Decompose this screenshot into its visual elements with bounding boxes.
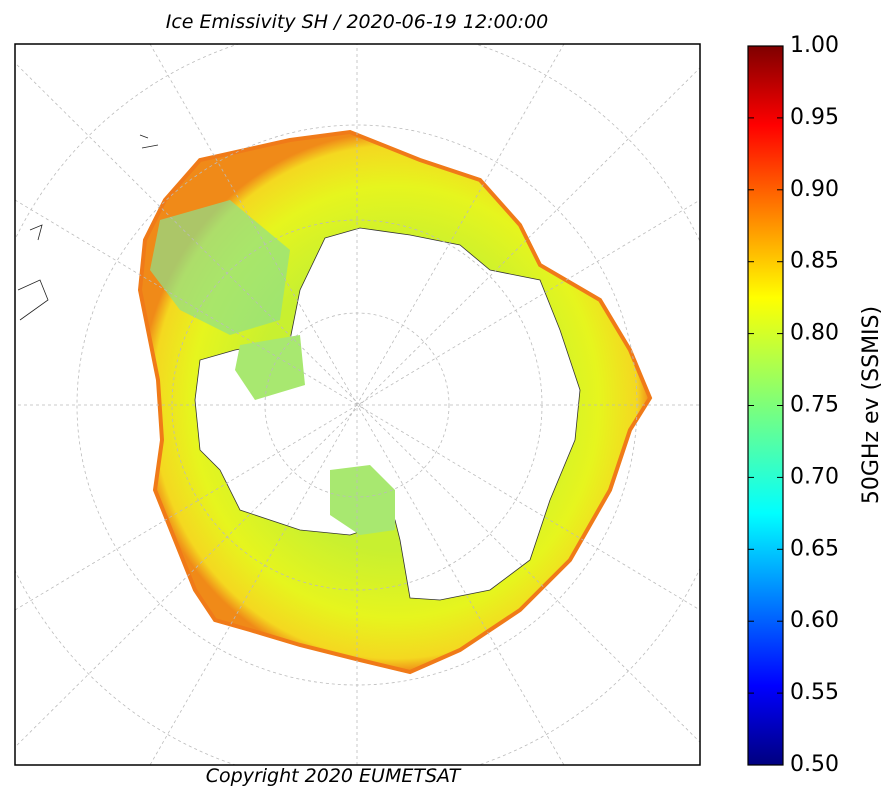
- colorbar-tick-label: 0.90: [790, 177, 839, 202]
- coast: [17, 134, 159, 321]
- colorbar-tick-label: 1.00: [790, 33, 839, 58]
- colorbar-tick-label: 0.75: [790, 393, 839, 418]
- map: [15, 44, 700, 765]
- colorbar-tick-label: 0.85: [790, 249, 839, 274]
- colorbar-tick-label: 0.70: [790, 464, 839, 489]
- weddell-ice: [330, 465, 395, 535]
- map-frame: [14, 43, 701, 766]
- copyright: Copyright 2020 EUMETSAT: [206, 765, 462, 787]
- title: Ice Emissivity SH / 2020-06-19 12:00:00: [166, 11, 549, 33]
- ice-patch: [150, 200, 290, 335]
- colorbar-tick-label: 0.65: [790, 536, 839, 561]
- colorbar-tick-label: 0.60: [790, 608, 839, 633]
- ross-ice: [235, 335, 305, 400]
- colorbar-tick-label: 0.80: [790, 321, 839, 346]
- colorbar-tick-label: 0.95: [790, 105, 839, 130]
- antarctica: [194, 227, 581, 601]
- colorbar-label: 50GHz ev (SSMIS): [859, 306, 884, 504]
- colorbar-tick-label: 0.55: [790, 680, 839, 705]
- graticule: [15, 44, 700, 765]
- colorbar-tick-label: 0.50: [790, 752, 839, 777]
